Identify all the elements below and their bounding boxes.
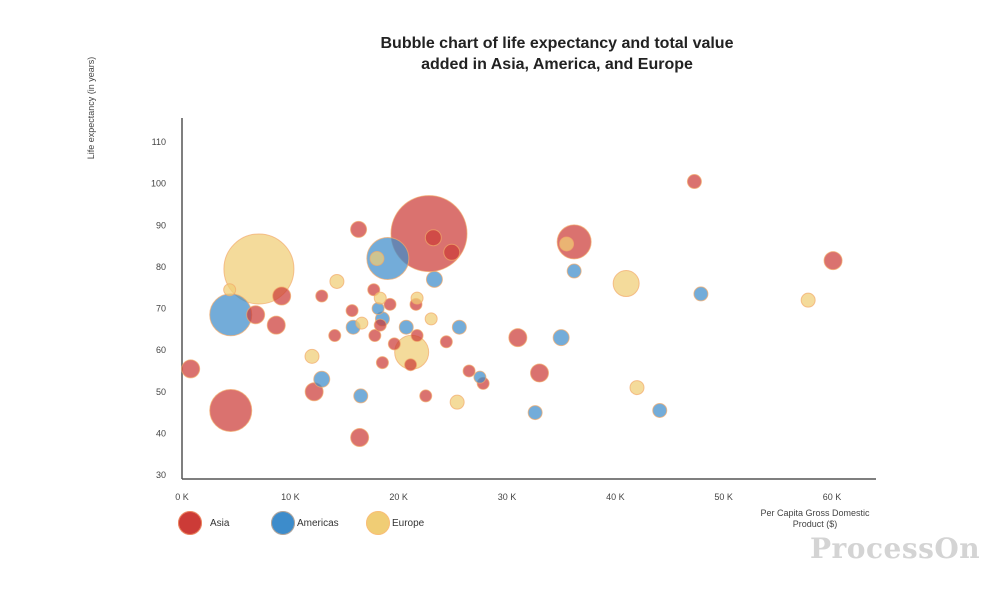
x-tick-label: 0 K: [175, 492, 189, 502]
bubble-asia[interactable]: [368, 329, 382, 343]
y-tick-label: 40: [156, 428, 166, 438]
bubble-asia[interactable]: [508, 328, 528, 348]
x-axis-label: Per Capita Gross Domestic Product ($): [760, 508, 870, 529]
legend-swatch-europe: [366, 511, 390, 535]
bubble-europe[interactable]: [355, 316, 369, 330]
bubble-asia[interactable]: [328, 329, 342, 343]
bubble-europe[interactable]: [559, 236, 575, 252]
bubble-americas[interactable]: [425, 270, 443, 288]
legend-item-asia[interactable]: Asia: [178, 508, 229, 538]
axes: 30 40 50 60 70 80 90 100 110 0 K 10 K 20 K 30 K 40 K 5…: [151, 118, 876, 502]
legend-label-americas: Americas: [297, 517, 339, 529]
bubble-americas[interactable]: [313, 370, 331, 388]
bubbles-layer: [181, 174, 843, 448]
bubble-americas[interactable]: [527, 405, 543, 421]
bubble-asia[interactable]: [424, 229, 442, 247]
bubble-asia[interactable]: [246, 305, 266, 325]
processon-watermark: ProcessOn: [810, 532, 981, 565]
bubble-europe[interactable]: [304, 348, 320, 364]
bubble-asia[interactable]: [373, 318, 387, 332]
y-tick-label: 80: [156, 262, 166, 272]
bubble-asia[interactable]: [181, 359, 201, 379]
x-tick-label: 50 K: [714, 492, 733, 502]
bubble-asia[interactable]: [439, 335, 453, 349]
x-tick-label: 10 K: [281, 492, 300, 502]
bubble-asia[interactable]: [443, 243, 461, 261]
legend-label-europe: Europe: [392, 517, 425, 529]
bubble-asia[interactable]: [209, 388, 253, 432]
bubble-asia[interactable]: [350, 220, 368, 238]
bubble-europe[interactable]: [369, 251, 385, 267]
bubble-asia[interactable]: [404, 358, 418, 372]
bubble-europe[interactable]: [800, 292, 816, 308]
y-axis-label: Life expectancy (in years): [86, 56, 96, 160]
bubble-americas[interactable]: [398, 319, 414, 335]
bubble-asia[interactable]: [387, 337, 401, 351]
bubble-asia[interactable]: [383, 297, 397, 311]
y-tick-label: 100: [151, 179, 166, 189]
bubble-asia[interactable]: [350, 428, 370, 448]
legend-swatch-asia: [178, 511, 202, 535]
legend-label-asia: Asia: [210, 517, 230, 529]
bubble-europe[interactable]: [373, 291, 387, 305]
legend-swatch-americas: [271, 511, 295, 535]
x-tick-label: 30 K: [498, 492, 517, 502]
chart-title: Bubble chart of life expectancy and tota…: [380, 35, 734, 73]
bubble-europe[interactable]: [410, 291, 424, 305]
bubble-europe[interactable]: [223, 283, 237, 297]
bubble-asia[interactable]: [410, 329, 424, 343]
y-tick-label: 60: [156, 345, 166, 355]
bubble-asia[interactable]: [823, 251, 843, 271]
y-tick-label: 70: [156, 304, 166, 314]
bubble-europe[interactable]: [612, 270, 640, 298]
bubble-americas[interactable]: [353, 388, 369, 404]
bubble-americas[interactable]: [473, 370, 487, 384]
bubble-asia[interactable]: [272, 286, 292, 306]
bubble-asia[interactable]: [530, 363, 549, 383]
bubble-europe[interactable]: [223, 233, 295, 305]
y-tick-label: 50: [156, 387, 166, 397]
bubble-asia[interactable]: [375, 356, 389, 370]
bubble-americas[interactable]: [451, 319, 467, 335]
bubble-americas[interactable]: [693, 286, 709, 302]
bubble-europe[interactable]: [424, 312, 438, 326]
bubble-americas[interactable]: [552, 329, 570, 347]
bubble-americas[interactable]: [652, 402, 668, 418]
bubble-americas[interactable]: [566, 263, 582, 279]
bubble-europe[interactable]: [449, 394, 465, 410]
bubble-americas[interactable]: [366, 237, 410, 281]
bubble-asia[interactable]: [315, 289, 329, 303]
bubble-asia[interactable]: [419, 389, 433, 403]
x-tick-label: 60 K: [823, 492, 842, 502]
bubble-asia[interactable]: [266, 315, 286, 335]
bubble-americas[interactable]: [209, 293, 253, 337]
legend-item-europe[interactable]: Europe: [366, 508, 424, 538]
y-tick-label: 30: [156, 470, 166, 480]
bubble-asia[interactable]: [686, 174, 702, 190]
bubble-asia[interactable]: [462, 364, 476, 378]
bubble-europe[interactable]: [629, 380, 645, 396]
bubble-americas[interactable]: [371, 302, 385, 315]
bubble-asia[interactable]: [345, 304, 359, 318]
x-tick-label: 20 K: [389, 492, 408, 502]
legend-item-americas[interactable]: Americas: [271, 508, 339, 538]
x-tick-label: 40 K: [606, 492, 625, 502]
bubble-europe[interactable]: [329, 273, 345, 289]
y-tick-label: 90: [156, 220, 166, 230]
y-tick-label: 110: [152, 137, 166, 147]
